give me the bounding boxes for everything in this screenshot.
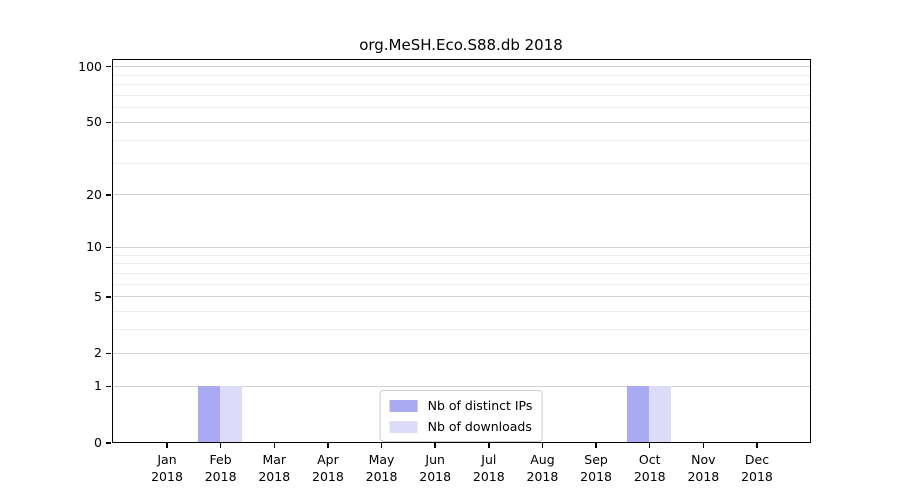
y-tick-label: 10 <box>86 239 102 255</box>
x-tick-label: Jan 2018 <box>137 452 197 485</box>
x-tick-mark <box>380 443 383 448</box>
y-tick-label: 0 <box>94 435 102 450</box>
x-tick-mark <box>434 443 436 448</box>
x-tick-year: 2018 <box>687 468 720 484</box>
x-tick-label: Nov 2018 <box>673 452 733 485</box>
y-tick-mark <box>106 296 111 298</box>
y-tick-label: 50 <box>86 114 102 130</box>
y-tick-mark <box>106 65 111 68</box>
x-tick-mark <box>648 443 651 448</box>
x-tick-year: 2018 <box>526 468 559 484</box>
minor-gridline <box>113 272 810 274</box>
minor-gridline <box>113 263 810 265</box>
major-gridline <box>113 246 810 248</box>
major-gridline <box>113 385 810 387</box>
major-gridline <box>113 121 810 123</box>
major-gridline <box>113 296 810 298</box>
x-tick-year: 2018 <box>741 468 773 484</box>
x-tick-month: Jul <box>481 452 497 467</box>
y-tick-mark <box>106 121 111 124</box>
distinct-ips-swatch-icon <box>389 399 418 412</box>
x-tick-month: Oct <box>638 452 661 467</box>
major-gridline <box>113 352 810 354</box>
x-tick-year: 2018 <box>419 468 452 484</box>
x-tick-mark <box>541 443 544 448</box>
x-tick-month: May <box>368 452 395 467</box>
x-tick-year: 2018 <box>312 468 344 484</box>
minor-gridline <box>113 162 810 164</box>
minor-gridline <box>113 74 810 76</box>
x-tick-month: Jan <box>157 452 177 467</box>
x-tick-label: Aug 2018 <box>512 452 572 485</box>
x-tick-year: 2018 <box>258 468 291 484</box>
x-tick-year: 2018 <box>633 468 666 484</box>
minor-gridline <box>113 311 810 313</box>
x-tick-month: Apr <box>317 452 339 467</box>
y-tick-label: 20 <box>86 186 102 202</box>
x-tick-month: Aug <box>530 452 555 467</box>
minor-gridline <box>113 283 810 285</box>
minor-gridline <box>113 107 810 109</box>
x-tick-label: May 2018 <box>352 452 412 485</box>
x-tick-month: Sep <box>584 452 608 467</box>
x-tick-month: Nov <box>691 452 716 467</box>
x-tick-label: Apr 2018 <box>298 452 358 485</box>
bar-distinct-ips <box>198 385 221 443</box>
bar-downloads <box>220 385 243 443</box>
x-tick-label: Jul 2018 <box>459 452 519 485</box>
major-gridline <box>113 66 810 68</box>
downloads-swatch-icon <box>389 420 418 433</box>
x-tick-label: Oct 2018 <box>620 452 680 485</box>
x-tick-mark <box>756 443 758 448</box>
minor-gridline <box>113 254 810 256</box>
minor-gridline <box>113 139 810 141</box>
x-tick-month: Feb <box>209 452 232 467</box>
y-tick-mark <box>106 246 111 249</box>
minor-gridline <box>113 84 810 86</box>
x-tick-mark <box>327 443 329 448</box>
x-tick-mark <box>219 443 222 448</box>
y-tick-mark <box>106 442 111 444</box>
bar-distinct-ips <box>627 385 650 443</box>
x-tick-year: 2018 <box>472 468 505 484</box>
y-tick-label: 1 <box>94 378 102 394</box>
legend: Nb of distinct IPs Nb of downloads <box>379 390 543 442</box>
legend-item-distinct-ips: Nb of distinct IPs <box>389 397 533 414</box>
legend-label: Nb of distinct IPs <box>427 398 533 413</box>
minor-gridline <box>113 329 810 331</box>
major-gridline <box>113 194 810 196</box>
y-tick-mark <box>106 385 111 388</box>
x-tick-year: 2018 <box>365 468 398 484</box>
legend-label: Nb of downloads <box>427 419 532 434</box>
x-tick-label: Jun 2018 <box>405 452 465 485</box>
x-tick-month: Mar <box>262 452 287 467</box>
y-tick-mark <box>106 194 111 196</box>
x-tick-mark <box>488 443 490 448</box>
minor-gridline <box>113 94 810 96</box>
x-tick-year: 2018 <box>151 468 183 484</box>
plot-area <box>112 59 811 443</box>
chart-title: org.MeSH.Eco.S88.db 2018 <box>359 36 563 54</box>
legend-item-downloads: Nb of downloads <box>389 418 533 435</box>
x-tick-mark <box>702 443 705 448</box>
x-tick-mark <box>595 443 597 448</box>
x-tick-label: Dec 2018 <box>727 452 787 485</box>
x-tick-month: Jun <box>425 452 445 467</box>
x-tick-year: 2018 <box>204 468 237 484</box>
y-tick-mark <box>106 352 111 355</box>
x-tick-label: Mar 2018 <box>244 452 304 485</box>
x-tick-label: Feb 2018 <box>191 452 251 485</box>
y-tick-label: 2 <box>94 345 102 361</box>
x-tick-month: Dec <box>744 452 770 467</box>
x-tick-year: 2018 <box>580 468 612 484</box>
y-tick-label: 5 <box>94 288 102 304</box>
x-tick-mark <box>273 443 276 448</box>
bar-downloads <box>649 385 672 443</box>
y-tick-label: 100 <box>78 58 102 74</box>
x-tick-mark <box>166 443 168 448</box>
x-tick-label: Sep 2018 <box>566 452 626 485</box>
